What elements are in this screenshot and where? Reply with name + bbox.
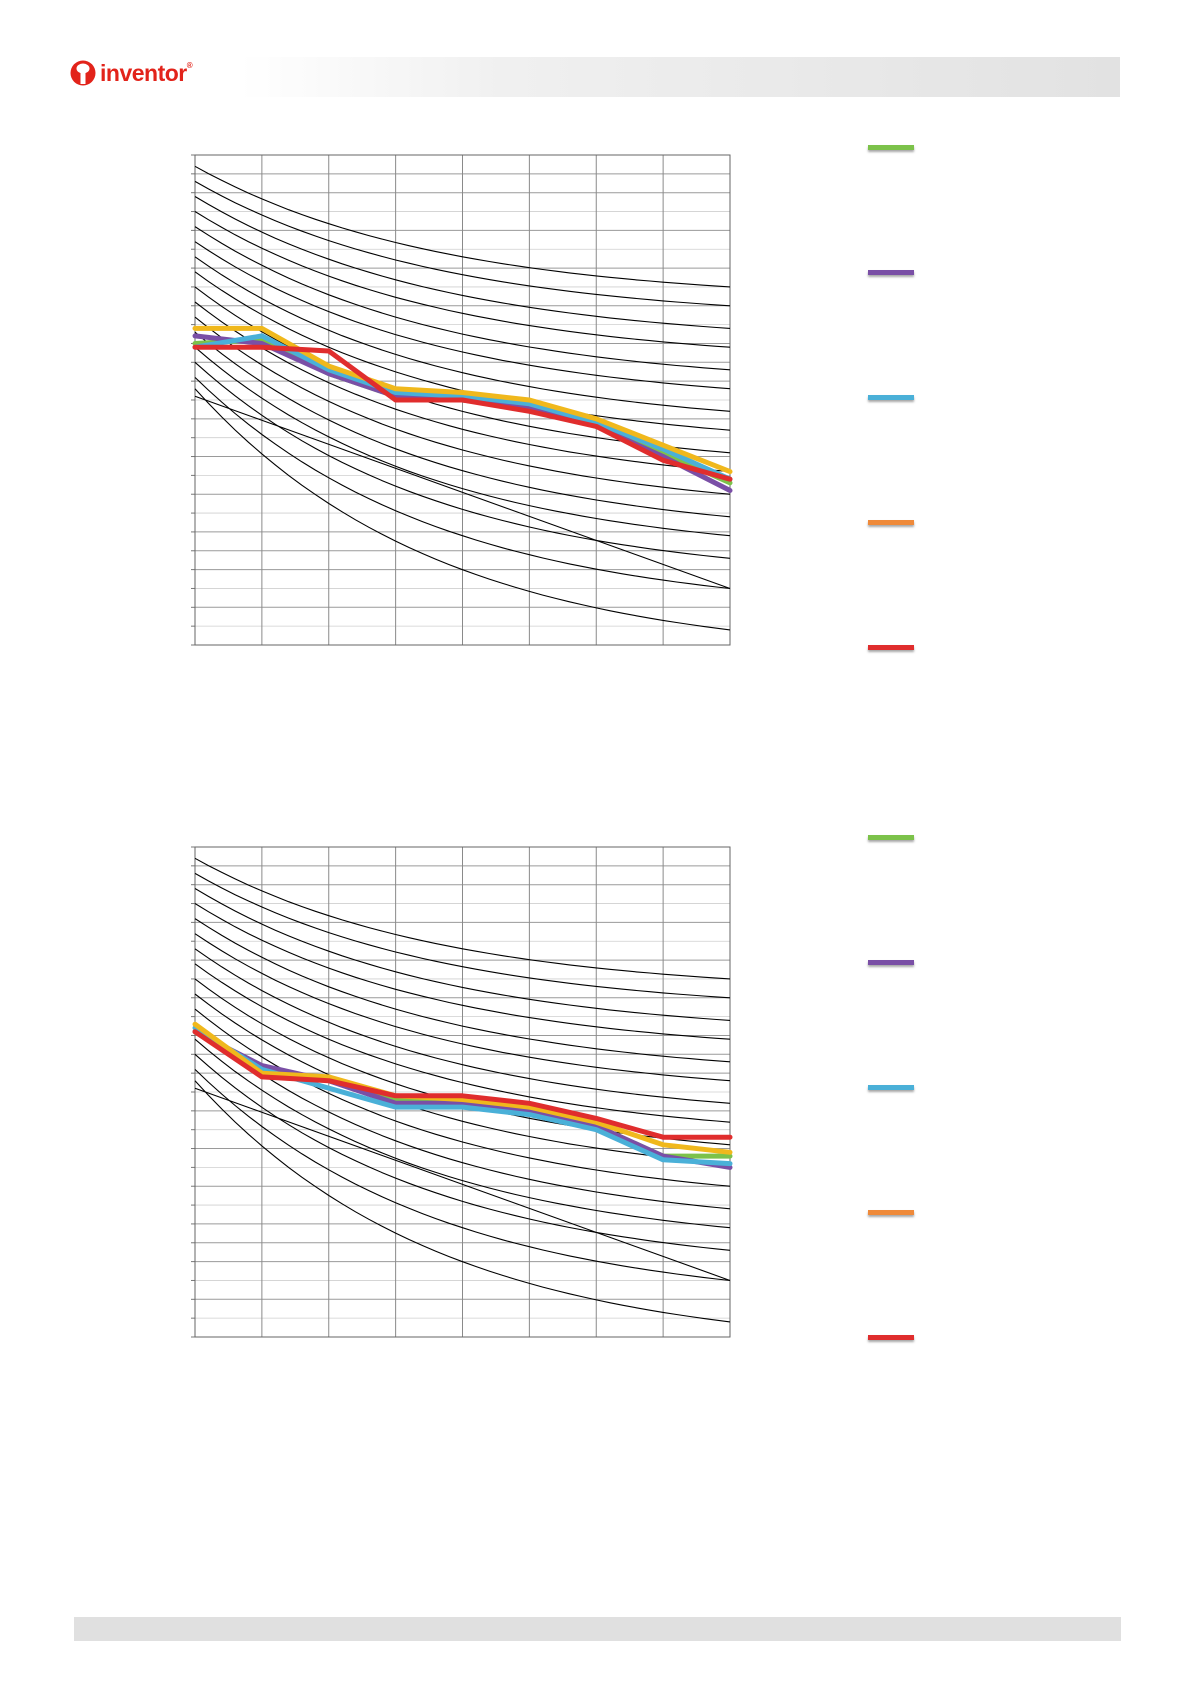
grid bbox=[191, 846, 731, 1338]
series-line-4 bbox=[192, 325, 733, 475]
performance-curve bbox=[194, 963, 731, 1123]
plot-frame bbox=[194, 846, 731, 1338]
legend-swatch bbox=[868, 395, 914, 400]
legend-item-1 bbox=[868, 830, 1068, 850]
header-bar bbox=[240, 57, 1120, 97]
legend-item-4 bbox=[868, 515, 1068, 535]
plot-frame bbox=[194, 154, 731, 646]
series-line-2 bbox=[192, 1029, 733, 1170]
performance-curve bbox=[194, 1038, 731, 1229]
legend-item-3 bbox=[868, 390, 1068, 410]
brand-logo: inventor® bbox=[70, 59, 193, 86]
performance-curve bbox=[194, 241, 731, 390]
performance-curve bbox=[194, 331, 731, 518]
legend-swatch bbox=[868, 145, 914, 150]
performance-curve bbox=[194, 918, 731, 1063]
legend-item-2 bbox=[868, 955, 1068, 975]
series-line-5 bbox=[192, 344, 733, 482]
performance-curve bbox=[194, 180, 731, 307]
brand-name: inventor® bbox=[100, 59, 193, 86]
legend-swatch bbox=[868, 1210, 914, 1215]
performance-curve bbox=[194, 377, 731, 590]
data-series bbox=[192, 325, 733, 493]
background-curves bbox=[194, 165, 731, 631]
series-line-5 bbox=[192, 1029, 733, 1140]
reference-diagonal bbox=[194, 1087, 731, 1281]
chart-bottom bbox=[191, 846, 733, 1338]
performance-curve bbox=[194, 346, 731, 537]
performance-curve bbox=[194, 301, 731, 473]
performance-curve bbox=[194, 226, 731, 371]
performance-curve bbox=[194, 872, 731, 999]
performance-curve bbox=[194, 948, 731, 1104]
performance-curve bbox=[194, 388, 731, 631]
legend-swatch bbox=[868, 1085, 914, 1090]
legend-item-3 bbox=[868, 1080, 1068, 1100]
performance-curve bbox=[194, 211, 731, 348]
legend-swatch bbox=[868, 645, 914, 650]
performance-curve bbox=[194, 993, 731, 1165]
footer-bar bbox=[74, 1617, 1121, 1641]
series-line-4 bbox=[192, 1021, 733, 1155]
legend-swatch bbox=[868, 835, 914, 840]
legend-swatch bbox=[868, 270, 914, 275]
legend-swatch bbox=[868, 960, 914, 965]
performance-curve bbox=[194, 903, 731, 1040]
inventor-logo-icon bbox=[70, 60, 96, 86]
performance-curve bbox=[194, 165, 731, 288]
performance-curve bbox=[194, 1080, 731, 1323]
performance-curve bbox=[194, 256, 731, 412]
performance-curve bbox=[194, 316, 731, 495]
legend-item-2 bbox=[868, 265, 1068, 285]
legend-item-4 bbox=[868, 1205, 1068, 1225]
legend-swatch bbox=[868, 1335, 914, 1340]
legend-swatch bbox=[868, 520, 914, 525]
chart-top bbox=[191, 154, 733, 646]
performance-curve bbox=[194, 1023, 731, 1210]
data-series bbox=[192, 1021, 733, 1170]
legend-item-5 bbox=[868, 640, 1068, 660]
performance-curve bbox=[194, 361, 731, 559]
performance-curve bbox=[194, 196, 731, 329]
performance-curve bbox=[194, 857, 731, 980]
legend-item-1 bbox=[868, 140, 1068, 160]
performance-curve bbox=[194, 1069, 731, 1282]
performance-curve bbox=[194, 933, 731, 1082]
performance-curve bbox=[194, 1053, 731, 1251]
reference-diagonal bbox=[194, 395, 731, 589]
performance-curve bbox=[194, 888, 731, 1021]
legend-item-5 bbox=[868, 1330, 1068, 1350]
